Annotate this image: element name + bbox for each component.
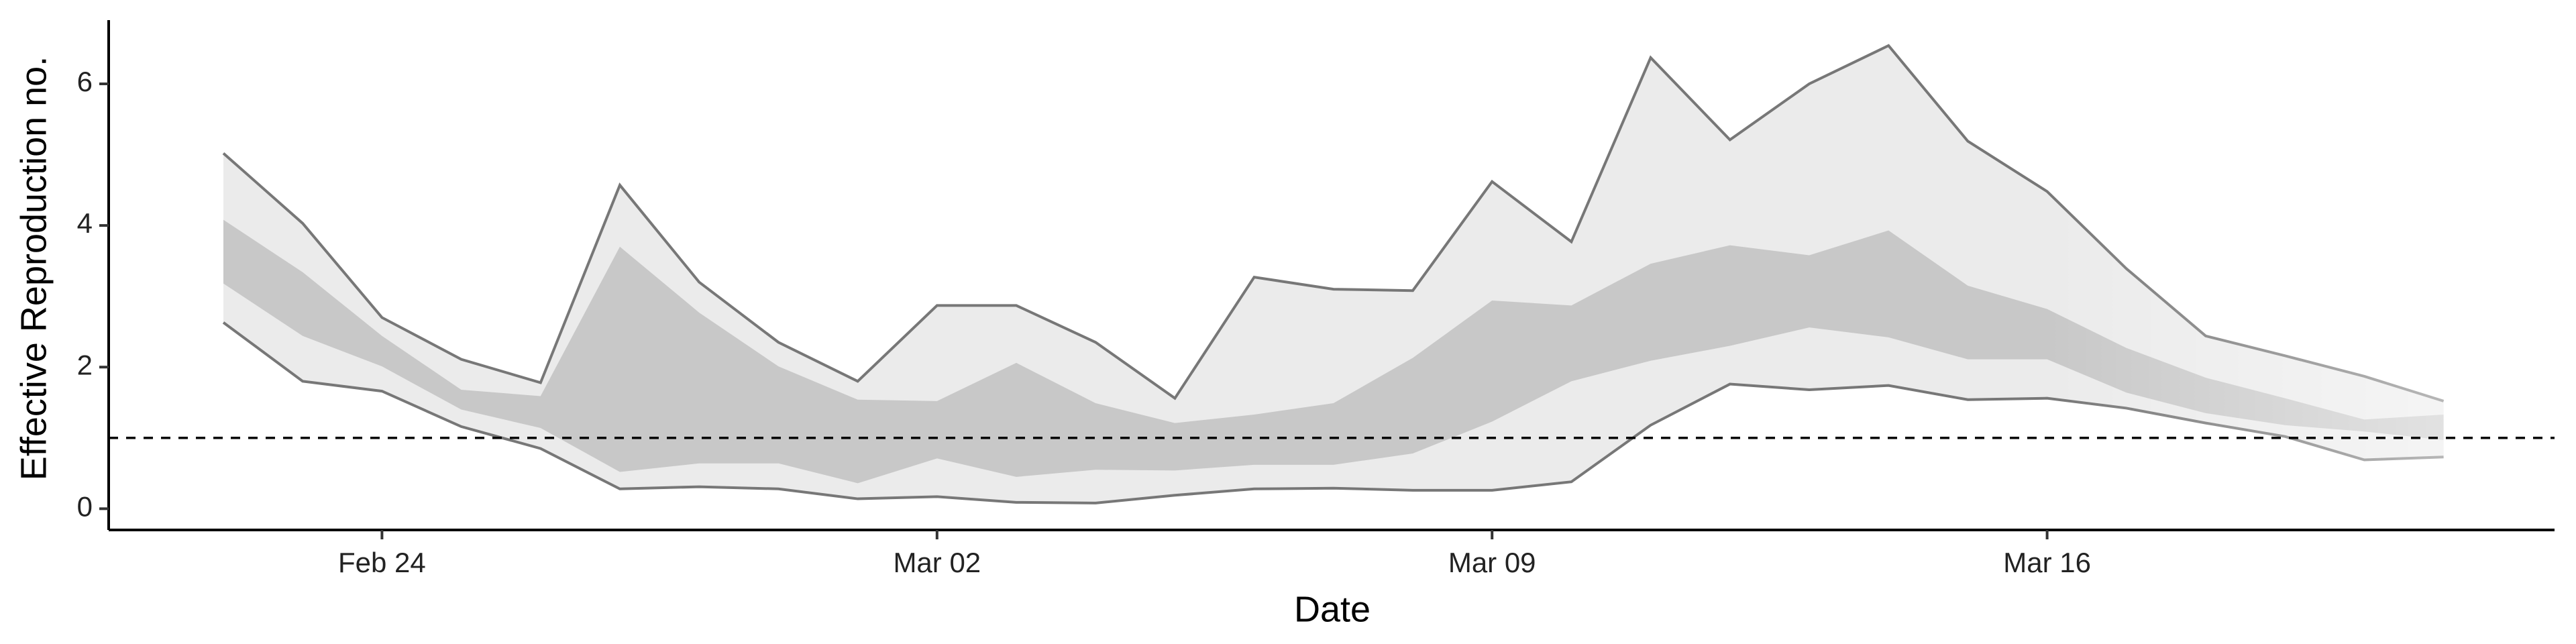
- x-tick-label: Mar 02: [893, 547, 981, 578]
- band-edge-line: [222, 44, 2445, 402]
- y-tick-label: 2: [77, 349, 93, 380]
- y-tick-label: 0: [77, 490, 93, 522]
- x-axis-title: Date: [1294, 589, 1371, 629]
- x-tick-label: Mar 16: [2003, 547, 2091, 578]
- x-tick-label: Feb 24: [338, 547, 426, 578]
- y-axis-title: Effective Reproduction no.: [13, 56, 54, 480]
- y-tick-label: 6: [77, 66, 93, 97]
- interval-band: [223, 219, 2444, 484]
- bands: [222, 44, 2445, 504]
- x-tick-label: Mar 09: [1448, 547, 1536, 578]
- band-edge-line: [222, 321, 2444, 504]
- y-tick-label: 4: [77, 207, 93, 239]
